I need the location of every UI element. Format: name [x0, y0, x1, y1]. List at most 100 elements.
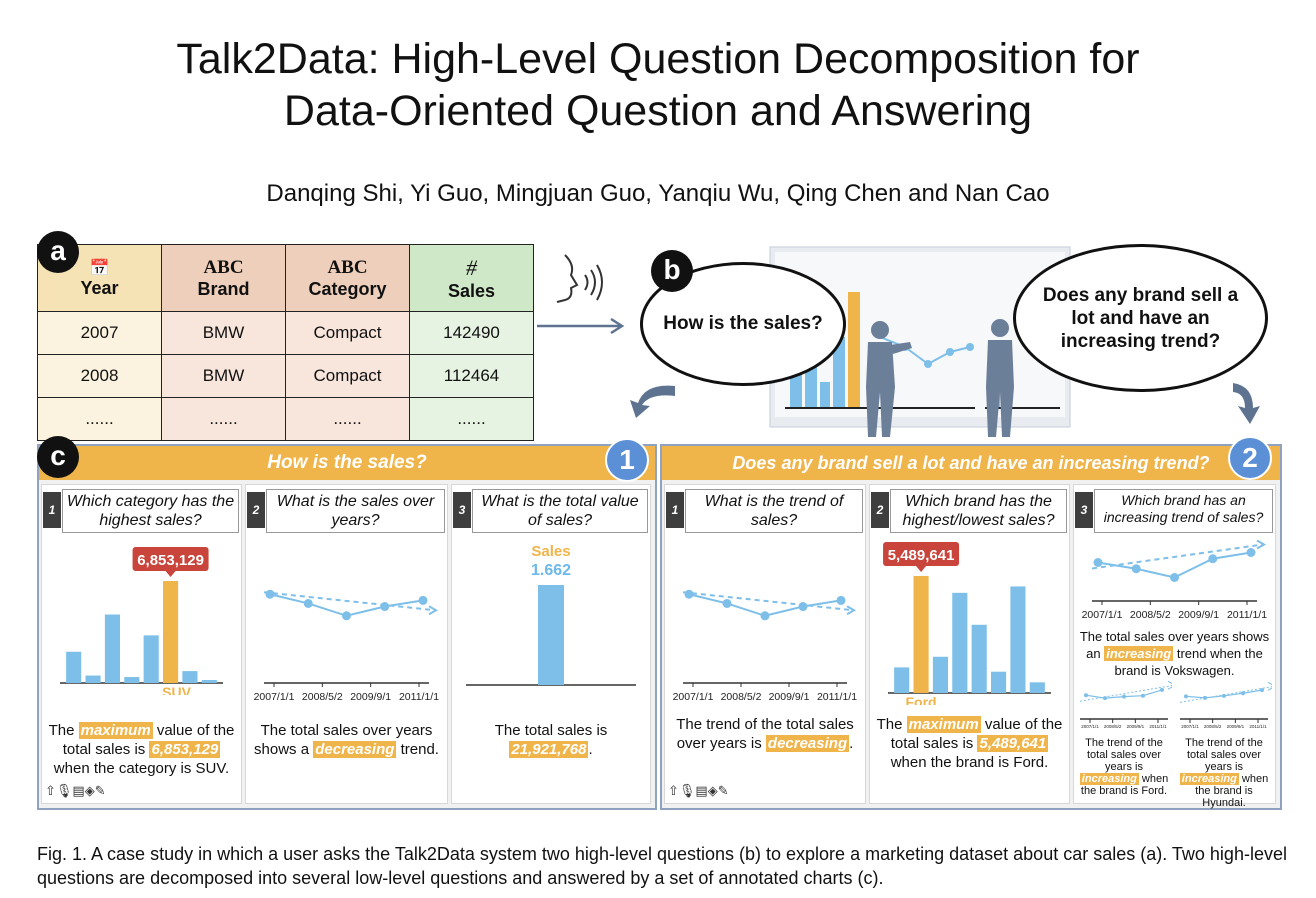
table-row: 2008 BMW Compact 112464 [37, 354, 534, 398]
sub-answer-text: The trend of the total sales over years … [1176, 737, 1272, 809]
highlight-keyword: maximum [78, 722, 153, 739]
table-row: 2007 BMW Compact 142490 [37, 311, 534, 355]
category-label: SUV [162, 684, 191, 695]
speech-bubble-question-1: How is the sales? [640, 262, 846, 386]
x-tick-label: 2008/5/2 [721, 691, 762, 703]
highlight-keyword: increasing [1079, 773, 1139, 785]
bar-chart-category: 6,853,129 SUV [60, 547, 223, 695]
board-bar [833, 337, 845, 407]
edit-icon[interactable]: ✎ [717, 783, 729, 798]
data-point [760, 611, 770, 621]
x-tick-label: 2011/1/1 [399, 691, 439, 703]
data-point [1260, 688, 1264, 693]
table-cell: 2008 [37, 354, 162, 398]
card-toolbar: ⇧🎙▤◈✎ [668, 783, 729, 799]
table-cell: Compact [285, 354, 410, 398]
author-list: Danqing Shi, Yi Guo, Mingjuan Guo, Yanqi… [266, 180, 1050, 207]
table-cell: 2007 [37, 311, 162, 355]
edit-icon[interactable]: ✎ [94, 783, 106, 798]
answer-card: 1 Which category has the highest sales? … [41, 484, 242, 804]
table-cell: BMW [161, 311, 286, 355]
category-label: Ford [906, 694, 937, 705]
question-number: 2 [871, 492, 889, 528]
answer-fragment: The trend of the total sales over years … [1085, 737, 1163, 773]
bar [971, 624, 987, 693]
x-tick-label: 2008/5/2 [1130, 609, 1171, 621]
microphone-icon[interactable]: 🎙 [678, 783, 696, 798]
person-figure [986, 319, 1014, 437]
bar [952, 592, 968, 693]
bar [143, 635, 159, 683]
data-point [342, 611, 351, 621]
question-number: 2 [247, 492, 265, 528]
answer-card: 3 Which brand has an increasing trend of… [1073, 484, 1276, 809]
answer-fragment: The [48, 722, 79, 739]
answer-card: 2 What is the sales over years? 2007/1/1… [245, 484, 448, 804]
data-point [684, 589, 694, 599]
trend-arrow [1167, 681, 1172, 690]
data-point [1246, 548, 1256, 557]
answer-text: The total sales is 21,921,768. [454, 721, 648, 759]
title-line-2: Data-Oriented Question and Answering [283, 87, 1033, 135]
label-a: a [37, 231, 79, 273]
text-icon[interactable]: ▤ [695, 783, 708, 798]
value-callout-box [883, 542, 960, 566]
bar [104, 614, 120, 683]
speaker-icon [537, 254, 625, 335]
table-cell: Compact [285, 311, 410, 355]
bar [538, 585, 564, 685]
data-point [1084, 693, 1088, 698]
answer-fragment: when the brand is Ford. [1080, 773, 1169, 797]
bar-highlight [163, 581, 179, 683]
upload-icon[interactable]: ⇧ [668, 783, 679, 798]
upload-icon[interactable]: ⇧ [45, 783, 56, 798]
data-point [722, 598, 732, 608]
x-tick-label: 2011/1/1 [1249, 724, 1267, 729]
text-icon[interactable]: ▤ [72, 783, 85, 798]
answer-fragment: . [588, 741, 593, 758]
question-number: 3 [1075, 492, 1093, 528]
column-header-sales: # Sales [409, 244, 534, 312]
data-point [1131, 564, 1141, 574]
table-cell: ...... [285, 397, 410, 441]
value-callout-text: 6,853,129 [137, 552, 204, 569]
dataset-table: 📅 Year ABC Brand ABC Category # Sales 20… [37, 244, 534, 441]
x-tick-label: 2008/5/2 [1204, 724, 1222, 729]
total-bar-chart [466, 585, 636, 686]
answer-fragment: The [876, 716, 907, 733]
value-callout-pointer [165, 571, 176, 577]
line-chart-vokswagen: 2007/1/1 2008/5/2 2009/9/1 2011/1/1 [1082, 539, 1267, 621]
bar-title: Sales [531, 543, 571, 560]
text-type-icon: ABC [327, 256, 368, 278]
question-box: Which brand has an increasing trend of s… [1094, 489, 1273, 533]
data-point [380, 602, 390, 612]
data-point [1093, 558, 1103, 567]
column-header-brand: ABC Brand [161, 244, 286, 312]
paper-title: Talk2Data: High-Level Question Decomposi… [0, 33, 1316, 137]
table-cell: ...... [37, 397, 162, 441]
title-line-1: Talk2Data: High-Level Question Decomposi… [176, 35, 1140, 83]
trend-arrow [1256, 539, 1267, 550]
table-cell: 142490 [409, 311, 534, 355]
answer-fragment: The trend of the total sales over years … [1185, 737, 1263, 773]
data-point [1241, 691, 1245, 696]
bar [182, 671, 198, 683]
answer-text: The trend of the total sales over years … [667, 715, 863, 753]
layers-icon[interactable]: ◈ [84, 783, 95, 798]
column-name: Year [80, 277, 119, 298]
data-point [1208, 554, 1218, 564]
microphone-icon[interactable]: 🎙 [55, 783, 73, 798]
board-bar-highlight [848, 292, 860, 407]
answer-fragment: . [849, 735, 854, 752]
answer-fragment: when the brand is Hyundai. [1195, 773, 1269, 809]
x-tick-label: 2008/5/2 [302, 691, 343, 703]
layers-icon[interactable]: ◈ [707, 783, 718, 798]
figure-caption: Fig. 1. A case study in which a user ask… [37, 844, 1287, 888]
column-name: Sales [447, 280, 496, 301]
answer-text: The maximum value of the total sales is … [872, 715, 1067, 772]
question-box: What is the total value of sales? [472, 489, 648, 533]
trend-line [1091, 543, 1264, 570]
line-chart-trend: 2007/1/1 2008/5/2 2009/9/1 2011/1/1 [673, 589, 857, 703]
bar [1029, 682, 1045, 693]
bar [991, 671, 1007, 693]
